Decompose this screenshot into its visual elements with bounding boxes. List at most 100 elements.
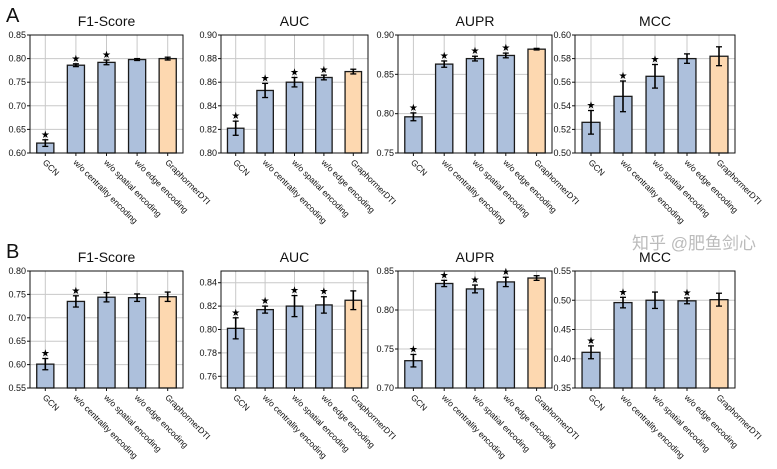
y-tick-label: 0.80 <box>8 266 26 276</box>
significance-star: ★ <box>409 103 418 114</box>
significance-star: ★ <box>409 344 418 355</box>
significance-star: ★ <box>231 111 240 122</box>
significance-star: ★ <box>619 71 628 82</box>
y-tick-label: 0.55 <box>553 266 571 276</box>
bar-w-o-centrality-encoding <box>613 301 633 389</box>
chart-A-f1-score: A F1-Score 0.60 0.65 0.70 0.75 0.80 0.85 ★ GCN ★ w/… <box>6 5 212 226</box>
plot-frame <box>397 270 553 389</box>
y-tick-label: 0.55 <box>8 383 26 393</box>
bar-w-o-edge-encoding <box>315 304 333 389</box>
chart-title: AUC <box>280 249 310 265</box>
y-tick-label: 0.50 <box>553 148 571 158</box>
x-tick-label: w/o spatial encoding <box>470 157 532 219</box>
x-tick-label: GCN <box>409 392 429 412</box>
x-tick-label: GCN <box>231 392 251 412</box>
y-tick-label: 0.65 <box>8 336 26 346</box>
y-tick-label: 0.80 <box>376 109 394 119</box>
x-tick-label: w/o edge encoding <box>682 392 740 450</box>
y-tick-label: 0.80 <box>8 54 26 64</box>
bar-w-o-spatial-encoding <box>97 296 116 389</box>
plot-frame <box>574 270 736 389</box>
x-tick-label: w/o spatial encoding <box>650 157 712 219</box>
x-tick-label: w/o edge encoding <box>319 392 377 450</box>
bar-w-o-centrality-encoding <box>434 282 454 389</box>
x-tick-label: w/o centrality encoding <box>618 157 687 226</box>
significance-star: ★ <box>501 43 510 54</box>
x-tick-label: w/o spatial encoding <box>101 157 163 219</box>
chart-title: AUC <box>280 13 310 29</box>
significance-star: ★ <box>651 55 660 66</box>
x-tick-label: w/o spatial encoding <box>470 392 532 454</box>
y-tick-label: 0.82 <box>199 124 217 134</box>
bar-graphormerdti <box>527 277 546 389</box>
chart-title: AUPR <box>456 13 495 29</box>
significance-star: ★ <box>290 67 299 78</box>
significance-star: ★ <box>319 65 328 76</box>
y-tick-label: 0.70 <box>376 383 394 393</box>
significance-star: ★ <box>71 286 80 297</box>
y-tick-label: 0.75 <box>8 289 26 299</box>
x-tick-label: GCN <box>41 392 61 412</box>
y-tick-label: 0.60 <box>8 148 26 158</box>
x-tick-label: w/o centrality encoding <box>618 392 687 461</box>
bar-w-o-edge-encoding <box>127 297 147 389</box>
bar-w-o-edge-encoding <box>496 54 516 154</box>
bar-graphormerdti <box>158 296 177 389</box>
significance-star: ★ <box>501 267 510 278</box>
plot-frame <box>397 34 553 154</box>
y-tick-label: 0.88 <box>199 54 217 64</box>
y-tick-label: 0.75 <box>376 344 394 354</box>
bar-w-o-spatial-encoding <box>285 305 304 389</box>
significance-star: ★ <box>231 308 240 319</box>
plot-frame <box>220 270 369 389</box>
chart-title: AUPR <box>456 249 495 265</box>
bar-gcn <box>404 116 423 154</box>
y-tick-label: 0.56 <box>553 77 571 87</box>
bar-w-o-spatial-encoding <box>645 299 665 389</box>
bar-w-o-edge-encoding <box>496 281 516 389</box>
bar-w-o-centrality-encoding <box>66 300 86 389</box>
y-tick-label: 0.90 <box>199 30 217 40</box>
y-tick-label: 0.70 <box>8 101 26 111</box>
y-tick-label: 0.84 <box>199 278 217 288</box>
y-tick-label: 0.80 <box>199 325 217 335</box>
bar-w-o-centrality-encoding <box>256 308 274 389</box>
y-tick-label: 0.40 <box>553 354 571 364</box>
x-tick-label: w/o edge encoding <box>132 392 190 450</box>
plot-frame <box>574 34 736 154</box>
bar-w-o-centrality-encoding <box>256 89 274 154</box>
chart-title: MCC <box>639 13 671 29</box>
y-tick-label: 0.85 <box>8 30 26 40</box>
y-tick-label: 0.70 <box>8 313 26 323</box>
bar-w-o-edge-encoding <box>315 76 333 154</box>
x-tick-label: GCN <box>587 392 607 412</box>
chart-A-mcc: MCC 0.50 0.52 0.54 0.56 0.58 0.60 ★ GCN ★ w/o cent… <box>553 13 763 226</box>
chart-title: F1-Score <box>78 249 136 265</box>
bar-w-o-edge-encoding <box>677 57 697 154</box>
y-tick-label: 0.82 <box>199 301 217 311</box>
y-tick-label: 0.35 <box>553 383 571 393</box>
y-tick-label: 0.52 <box>553 124 571 134</box>
panel-label: B <box>6 241 19 263</box>
x-tick-label: w/o edge encoding <box>319 157 377 215</box>
chart-title: MCC <box>639 249 671 265</box>
significance-star: ★ <box>102 50 111 61</box>
bar-graphormerdti <box>709 55 729 154</box>
bar-graphormerdti <box>344 299 363 389</box>
x-tick-label: GCN <box>409 157 429 177</box>
bar-graphormerdti <box>158 57 177 154</box>
watermark: 知乎 @肥鱼剑心 <box>632 234 756 253</box>
x-tick-label: w/o edge encoding <box>501 157 559 215</box>
y-tick-label: 0.58 <box>553 54 571 64</box>
significance-star: ★ <box>41 130 50 141</box>
y-tick-label: 0.45 <box>553 325 571 335</box>
significance-star: ★ <box>440 270 449 281</box>
significance-star: ★ <box>619 287 628 298</box>
significance-star: ★ <box>41 349 50 360</box>
x-tick-label: GCN <box>41 157 61 177</box>
bar-w-o-centrality-encoding <box>66 64 86 154</box>
y-tick-label: 0.75 <box>376 148 394 158</box>
